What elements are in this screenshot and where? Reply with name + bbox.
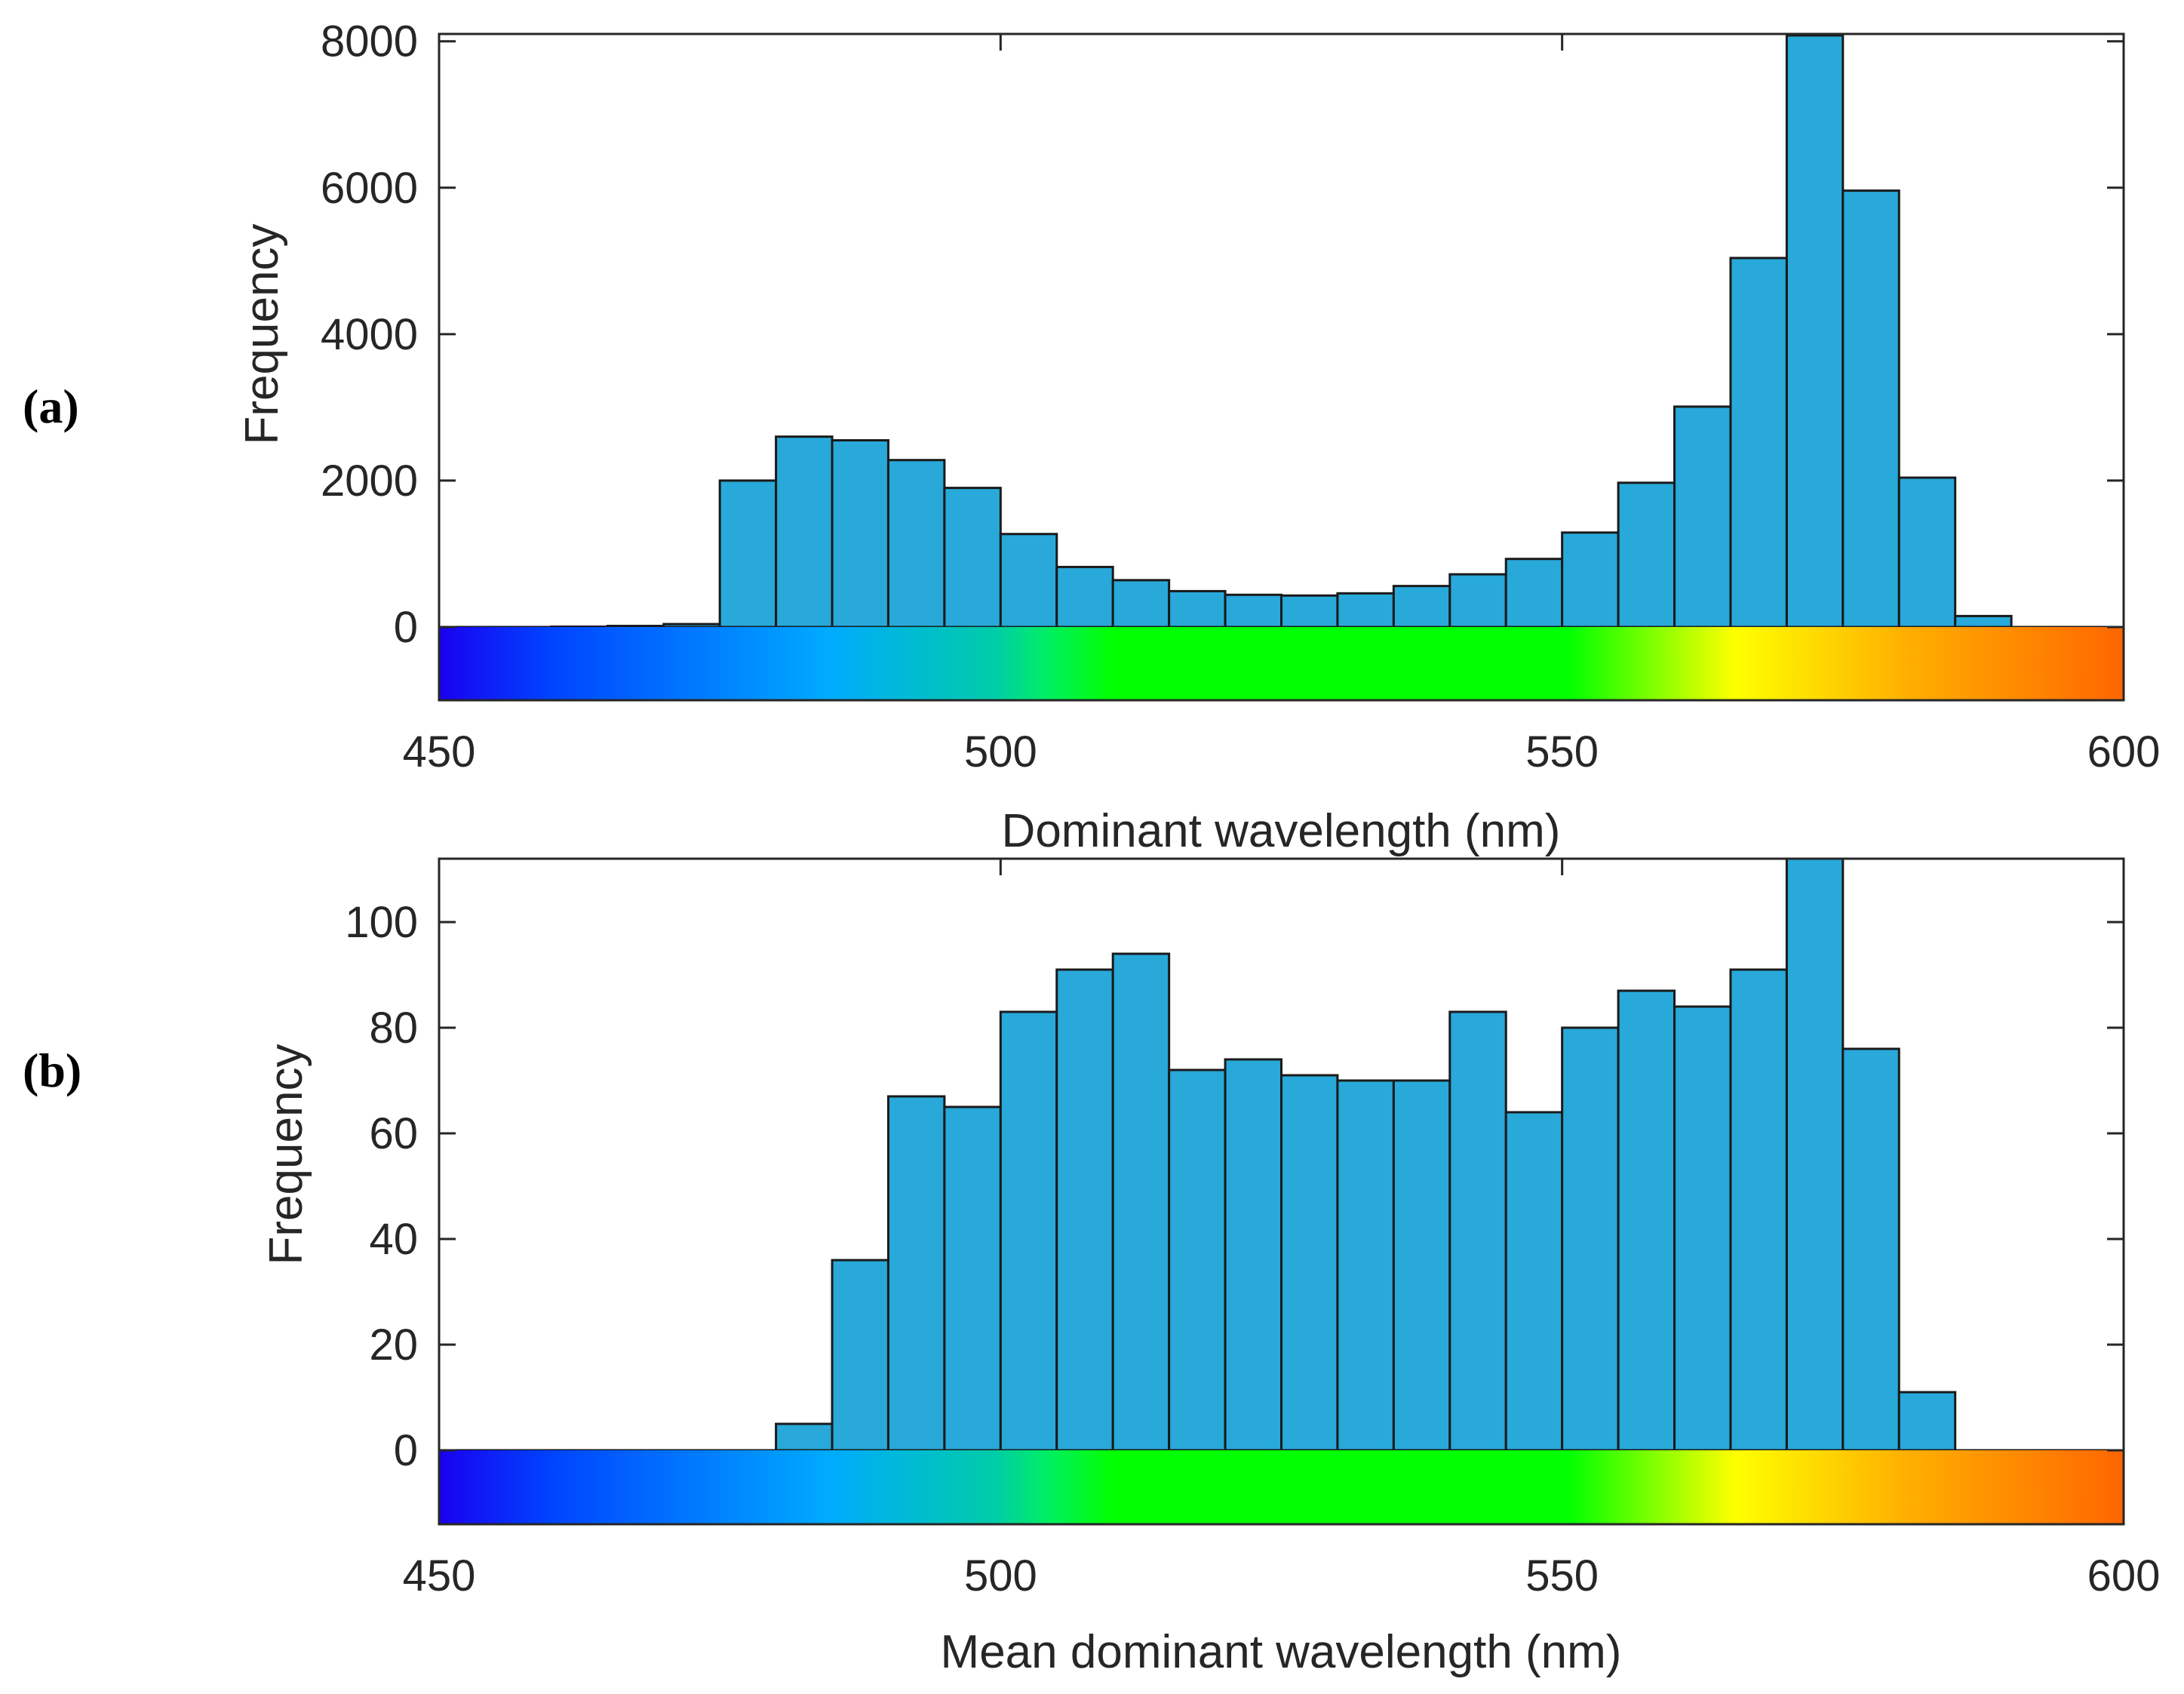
x-tick-label: 600 <box>2087 1551 2161 1600</box>
plot-frame <box>438 32 2125 702</box>
histogram-bar <box>1392 1079 1451 1452</box>
histogram-bar <box>1561 531 1620 629</box>
x-axis-label: Dominant wavelength (nm) <box>1002 805 1561 857</box>
histogram-panel-a: (a) Frequency Dominant wavelength (nm) 0… <box>23 17 2160 857</box>
histogram-bar <box>1055 968 1114 1452</box>
histogram-bar <box>1617 989 1676 1452</box>
y-tick-label: 2000 <box>321 457 418 506</box>
panel-label: (a) <box>23 380 79 433</box>
histogram-bar <box>1336 1079 1395 1452</box>
y-tick-label: 20 <box>369 1320 418 1370</box>
histogram-bar <box>606 625 665 629</box>
histogram-bar <box>1392 585 1451 629</box>
histogram-bar <box>1561 1026 1620 1452</box>
y-tick-label: 40 <box>369 1215 418 1264</box>
histogram-bar <box>550 625 609 629</box>
ticks: 0 20 40 60 80 100 450 500 550 600 <box>345 859 2160 1600</box>
x-tick-label: 500 <box>964 1551 1037 1600</box>
histogram-bar <box>1897 1391 1957 1452</box>
y-tick-label: 8000 <box>321 17 418 66</box>
histogram-bar <box>1617 481 1676 629</box>
histogram-bar <box>775 435 834 629</box>
histogram-bar <box>1448 573 1507 629</box>
x-tick-label: 550 <box>1525 1551 1599 1600</box>
histogram-bar <box>1504 558 1564 629</box>
histogram-bar <box>1111 579 1171 629</box>
x-tick-label: 600 <box>2087 727 2161 776</box>
histogram-bar <box>1111 952 1171 1452</box>
histogram-bar <box>1168 589 1227 629</box>
bars <box>438 857 2125 1452</box>
histogram-bar <box>1504 1111 1564 1452</box>
x-tick-label: 550 <box>1525 727 1599 776</box>
histogram-bar <box>1842 1047 1900 1452</box>
histogram-bar <box>1168 1068 1227 1452</box>
histogram-bar <box>1842 189 1900 629</box>
histogram-bar <box>1336 592 1395 629</box>
y-tick-label: 100 <box>345 898 418 947</box>
histogram-bar <box>1280 1074 1339 1452</box>
histogram-bar <box>1224 593 1282 629</box>
histogram-bar <box>943 487 1002 629</box>
y-tick-label: 0 <box>394 1426 418 1475</box>
histogram-panel-b: (b) Frequency Mean dominant wavelength (… <box>23 857 2160 1678</box>
histogram-bar <box>999 533 1058 629</box>
y-tick-label: 6000 <box>321 164 418 213</box>
x-tick-label: 500 <box>964 727 1037 776</box>
x-tick-label: 450 <box>403 727 476 776</box>
histogram-bar <box>1897 476 1957 629</box>
histogram-bar <box>886 459 946 629</box>
histogram-bar <box>1673 1005 1732 1452</box>
histogram-bar <box>1954 614 2013 629</box>
x-axis-label: Mean dominant wavelength (nm) <box>941 1626 1622 1678</box>
spectrum-colorbar <box>439 626 2124 700</box>
histogram-bar <box>662 623 721 629</box>
histogram-bar <box>1280 594 1339 629</box>
histogram-bar <box>1729 257 1788 629</box>
y-axis-label: Frequency <box>236 224 288 445</box>
histogram-bar <box>1055 565 1114 629</box>
plot-frame <box>438 857 2125 1526</box>
y-axis-label: Frequency <box>260 1044 312 1265</box>
histogram-bar <box>718 479 778 629</box>
y-tick-label: 80 <box>369 1004 418 1053</box>
y-tick-label: 0 <box>394 603 418 652</box>
histogram-bar <box>1224 1058 1282 1452</box>
histogram-bar <box>1448 1010 1507 1452</box>
histogram-bar <box>831 1259 889 1452</box>
bars <box>438 34 2125 629</box>
panel-label: (b) <box>23 1044 81 1097</box>
histogram-bar <box>999 1010 1058 1452</box>
histogram-bar <box>1785 857 1845 1452</box>
y-tick-label: 4000 <box>321 310 418 359</box>
histogram-bar <box>1673 405 1732 629</box>
histogram-bar <box>943 1105 1002 1452</box>
x-tick-label: 450 <box>403 1551 476 1600</box>
ticks: 0 2000 4000 6000 8000 450 500 550 600 <box>321 17 2160 776</box>
histogram-bar <box>831 439 889 629</box>
histogram-bar <box>775 1422 834 1452</box>
histogram-bar <box>1729 968 1788 1452</box>
y-tick-label: 60 <box>369 1109 418 1158</box>
histogram-bar <box>1785 34 1845 629</box>
histogram-bar <box>886 1095 946 1452</box>
spectrum-colorbar <box>439 1450 2124 1524</box>
